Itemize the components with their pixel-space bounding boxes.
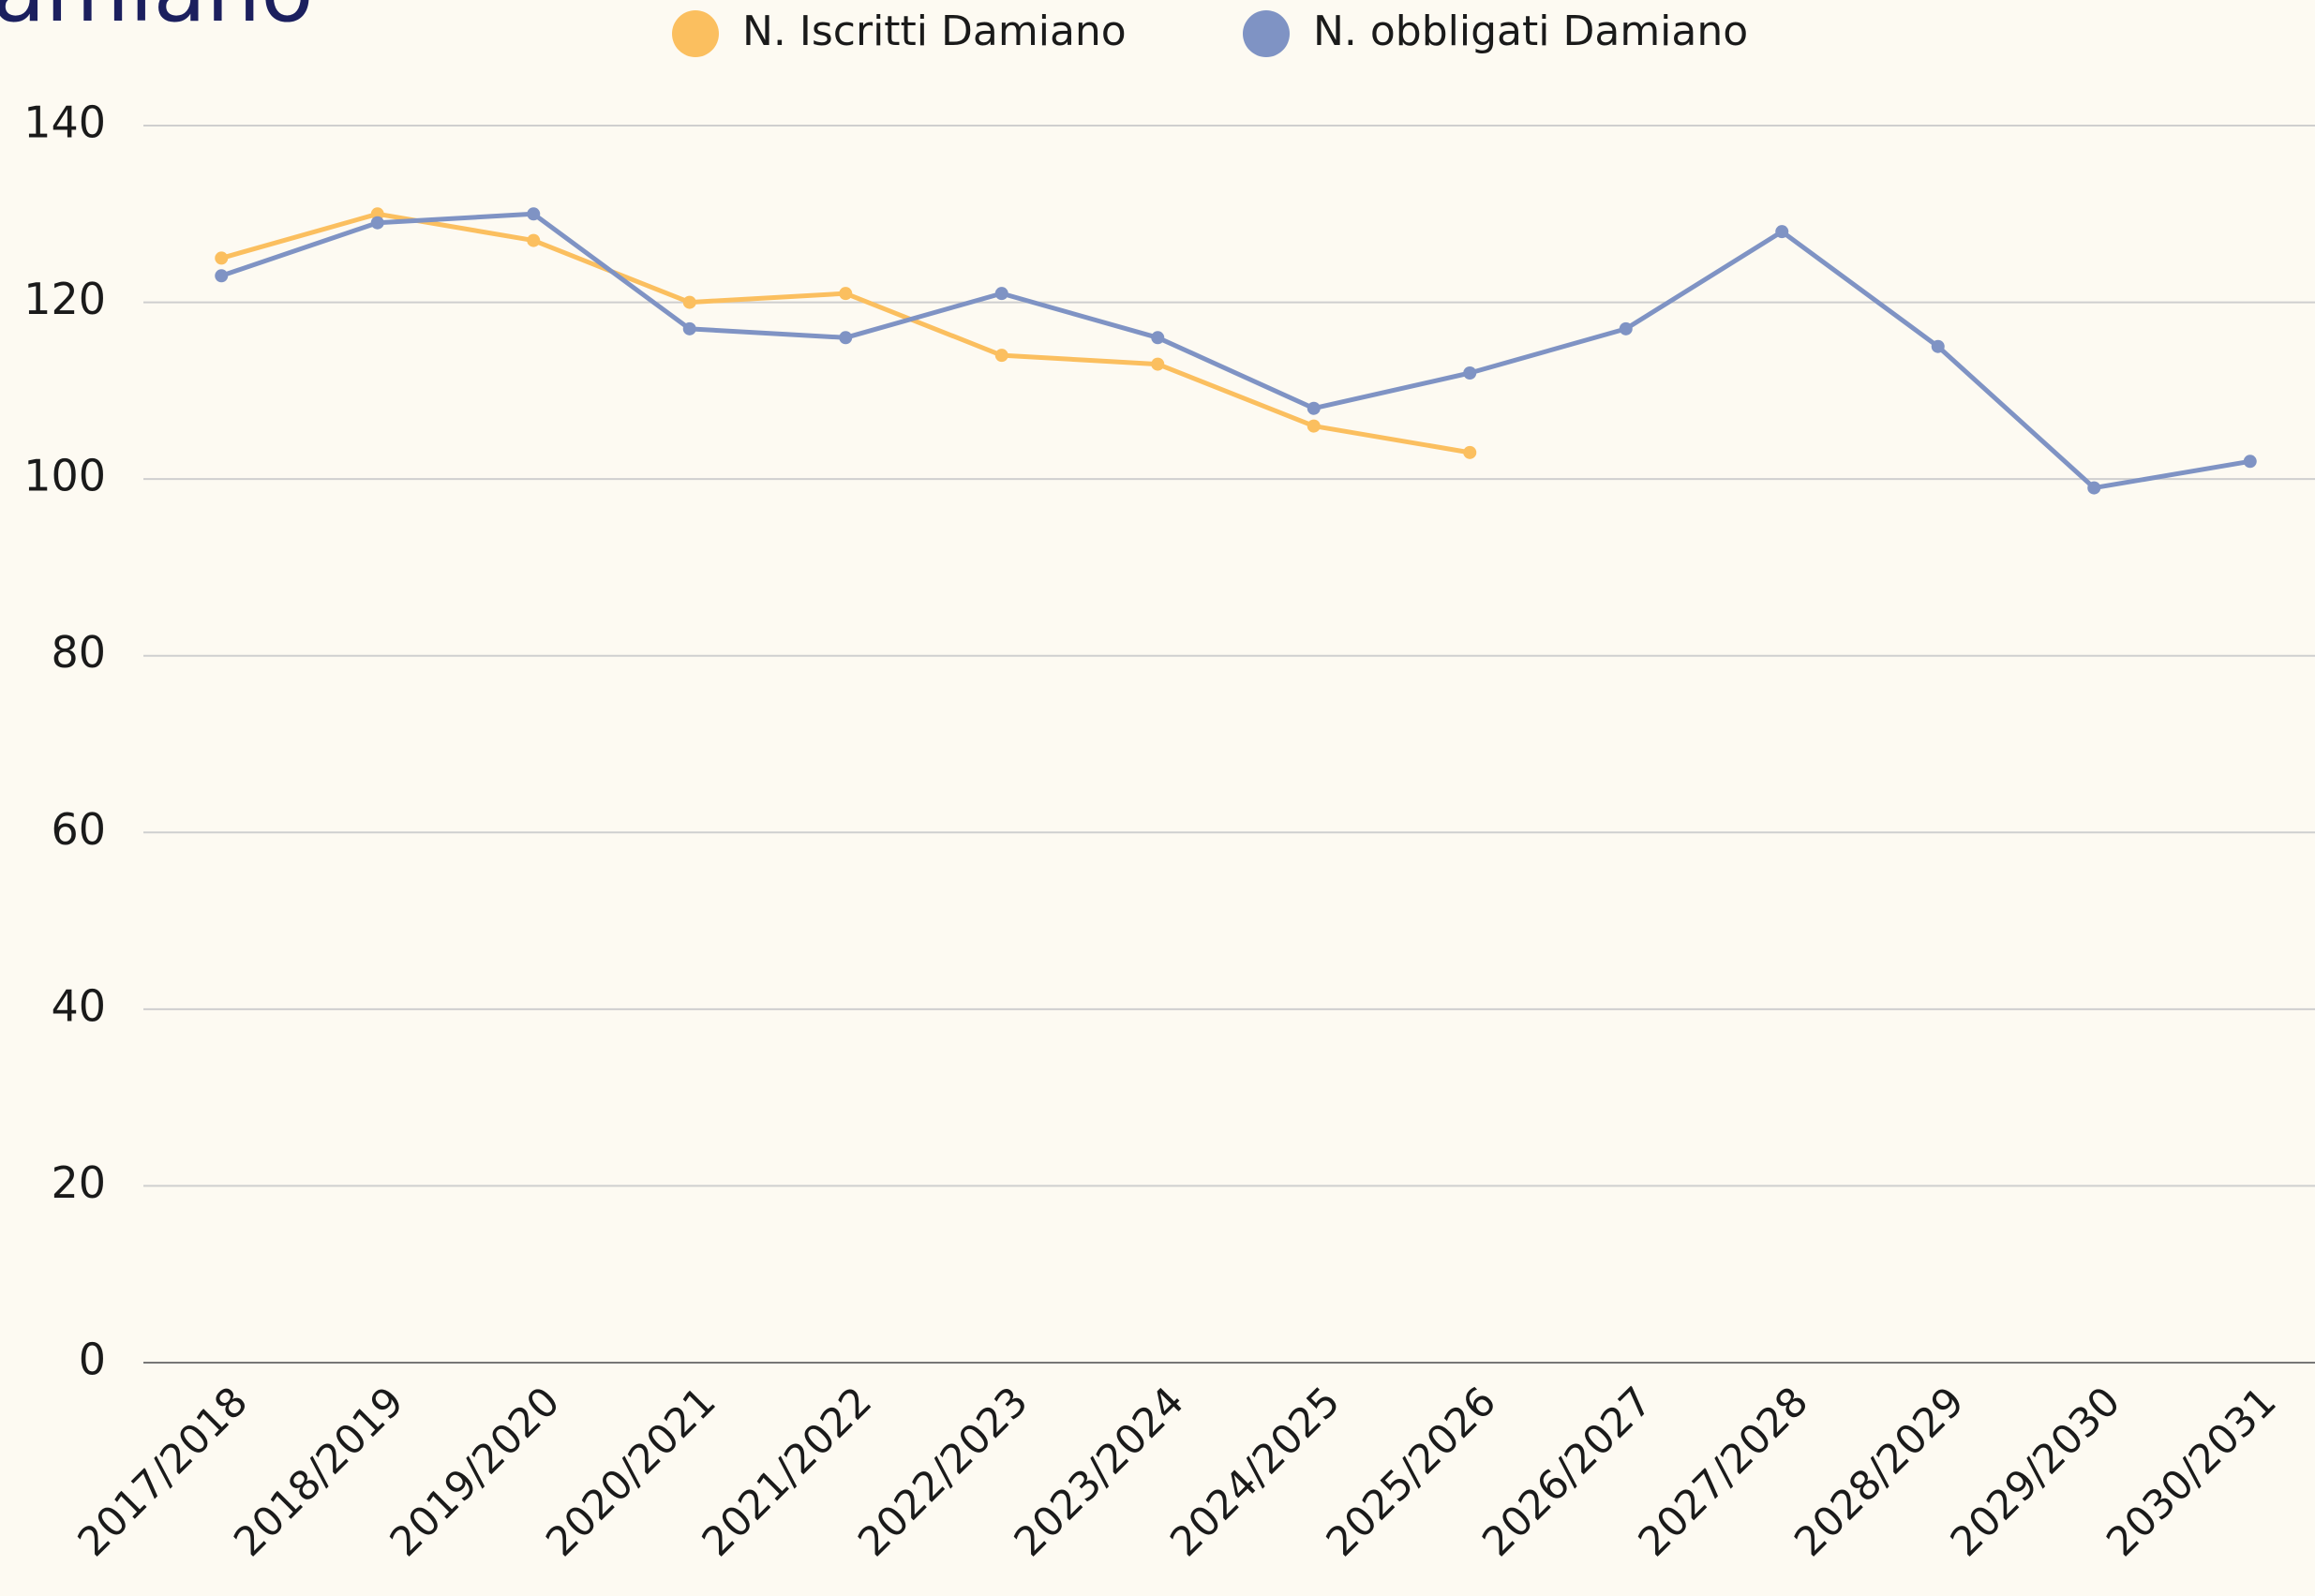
data-point (2243, 455, 2257, 469)
data-point (682, 321, 696, 336)
data-point (2087, 481, 2101, 495)
data-point (1463, 445, 1477, 459)
data-point (215, 251, 229, 265)
data-point (994, 349, 1008, 363)
data-point (1775, 225, 1789, 239)
data-point (1151, 357, 1165, 371)
y-tick-label: 0 (79, 1335, 106, 1385)
y-tick-label: 140 (23, 97, 106, 148)
y-tick-label: 20 (51, 1157, 106, 1208)
chart-title: amiano (0, 0, 314, 41)
data-point (1619, 321, 1633, 336)
data-point (682, 295, 696, 309)
data-point (527, 233, 541, 247)
data-point (1307, 401, 1321, 415)
legend-swatch (672, 10, 719, 57)
data-point (1307, 419, 1321, 433)
data-point (1151, 331, 1165, 345)
data-point (839, 287, 853, 301)
y-tick-label: 40 (51, 980, 106, 1031)
data-point (1463, 366, 1477, 380)
data-point (839, 331, 853, 345)
data-point (1931, 339, 1945, 353)
data-point (215, 269, 229, 283)
legend-swatch (1243, 10, 1290, 57)
y-tick-label: 60 (51, 804, 106, 855)
legend-label: N. obbligati Damiano (1313, 7, 1748, 55)
y-tick-label: 100 (23, 451, 106, 501)
data-point (527, 207, 541, 221)
legend-label: N. Iscritti Damiano (742, 7, 1127, 55)
series-line (220, 211, 2251, 491)
y-tick-label: 120 (23, 274, 106, 324)
data-point (370, 216, 384, 230)
data-point (994, 287, 1008, 301)
y-tick-label: 80 (51, 627, 106, 678)
